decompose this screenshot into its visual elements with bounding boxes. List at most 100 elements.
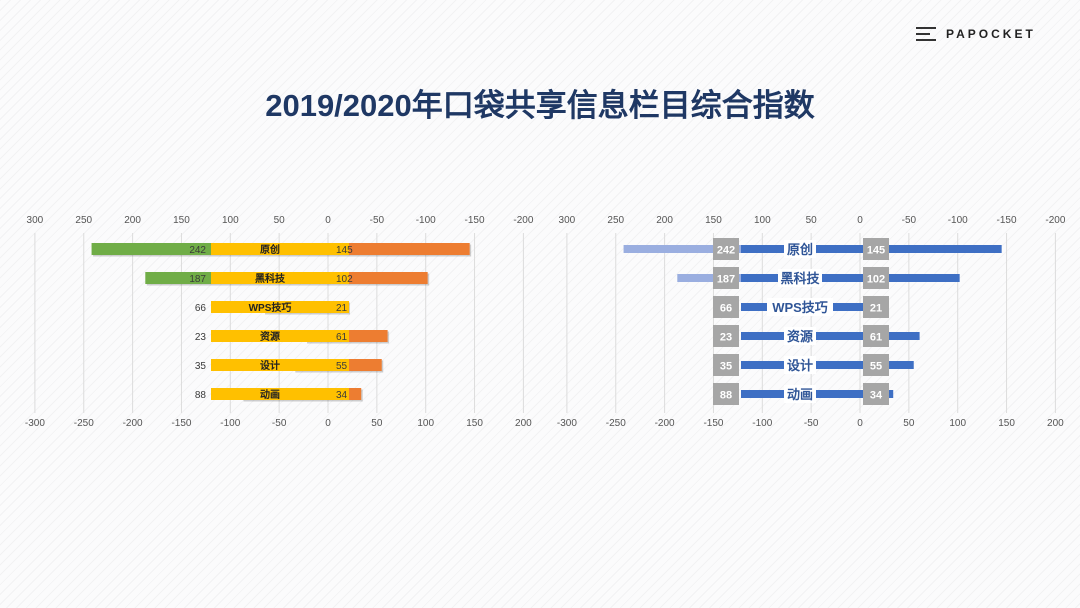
category-label: WPS技巧 [772, 300, 828, 315]
data-label-2019: 23 [195, 332, 207, 343]
bar-2020-黑科技 [860, 274, 960, 282]
top-tick-label: 0 [325, 215, 331, 226]
category-label: 资源 [260, 330, 280, 343]
data-label-2019: 66 [720, 303, 732, 315]
category-backdrop [784, 385, 816, 403]
top-tick-label: 150 [705, 215, 722, 226]
data-label-2019: 187 [189, 274, 206, 285]
bottom-tick-label: -200 [655, 418, 675, 429]
category-backdrop [767, 298, 833, 316]
data-label-2019: 88 [195, 390, 207, 401]
value-box-2020 [863, 383, 889, 405]
category-label: 黑科技 [780, 271, 820, 286]
data-label-2019: 242 [717, 245, 735, 257]
top-tick-label: -150 [465, 215, 485, 226]
bottom-tick-label: -150 [171, 418, 191, 429]
top-tick-label: -100 [948, 215, 968, 226]
value-box-2020 [863, 325, 889, 347]
top-tick-label: -200 [1045, 215, 1065, 226]
bottom-tick-label: -250 [74, 418, 94, 429]
category-label: 动画 [787, 387, 813, 402]
data-label-2020: 21 [336, 303, 348, 314]
bottom-tick-label: -50 [272, 418, 287, 429]
bottom-tick-label: -50 [804, 418, 819, 429]
top-tick-label: 150 [173, 215, 190, 226]
data-label-2020: 34 [870, 390, 883, 402]
top-tick-label: 200 [656, 215, 673, 226]
top-tick-label: -50 [370, 215, 385, 226]
data-label-2020: 145 [336, 245, 353, 256]
value-box-2019 [713, 354, 739, 376]
category-band [211, 330, 349, 342]
data-label-2019: 88 [720, 390, 732, 402]
bottom-tick-label: 150 [998, 418, 1015, 429]
data-label-2020: 145 [867, 245, 885, 257]
value-box-2019 [713, 238, 739, 260]
top-tick-label: 250 [607, 215, 624, 226]
bottom-tick-label: 200 [515, 418, 532, 429]
top-tick-label: -100 [416, 215, 436, 226]
data-label-2020: 55 [336, 361, 348, 372]
bottom-tick-label: 50 [371, 418, 383, 429]
bottom-tick-label: -100 [752, 418, 772, 429]
category-backdrop [784, 240, 816, 258]
top-tick-label: 100 [754, 215, 771, 226]
bottom-tick-label: 150 [466, 418, 483, 429]
bottom-tick-label: -250 [606, 418, 626, 429]
data-label-2020: 21 [870, 303, 882, 315]
category-label: 资源 [787, 329, 813, 344]
value-box-2020 [863, 296, 889, 318]
data-label-2019: 35 [195, 361, 207, 372]
bottom-tick-label: -100 [220, 418, 240, 429]
bar-2020-资源 [860, 332, 920, 340]
category-label: 动画 [260, 388, 280, 401]
top-tick-label: 0 [857, 215, 863, 226]
top-tick-label: 300 [27, 215, 44, 226]
category-label: 黑科技 [255, 272, 286, 285]
category-band [211, 243, 349, 255]
category-label: 设计 [787, 358, 813, 373]
data-label-2019: 35 [720, 361, 732, 373]
bottom-tick-label: -200 [123, 418, 143, 429]
value-box-2019 [713, 383, 739, 405]
category-label: 设计 [260, 359, 280, 372]
data-label-2020: 102 [867, 274, 885, 286]
bar-2020-原创 [860, 245, 1002, 253]
category-backdrop [784, 356, 816, 374]
brand: PAPOCKET [916, 26, 1036, 42]
bar-2020-原创 [328, 243, 470, 255]
top-tick-label: 250 [75, 215, 92, 226]
gridlines-left [34, 233, 524, 413]
page-title: 2019/2020年口袋共享信息栏目综合指数 [265, 88, 815, 123]
category-backdrop [784, 327, 816, 345]
bottom-tick-label: 0 [325, 418, 331, 429]
value-box-2020 [863, 238, 889, 260]
top-tick-label: 200 [124, 215, 141, 226]
data-label-2019: 66 [195, 303, 207, 314]
bottom-tick-label: 200 [1047, 418, 1064, 429]
bottom-tick-label: -300 [25, 418, 45, 429]
data-label-2020: 55 [870, 361, 882, 373]
value-box-2019 [713, 296, 739, 318]
top-tick-label: 50 [274, 215, 286, 226]
data-label-2019: 187 [717, 274, 735, 286]
top-tick-label: 300 [559, 215, 576, 226]
top-tick-label: 50 [806, 215, 818, 226]
top-tick-label: 100 [222, 215, 239, 226]
bottom-tick-label: 50 [903, 418, 915, 429]
top-tick-label: -50 [902, 215, 917, 226]
data-label-2020: 34 [336, 390, 348, 401]
value-box-2020 [863, 267, 889, 289]
menu-icon[interactable] [916, 26, 936, 42]
bar-2020-黑科技 [328, 272, 428, 284]
value-box-2019 [713, 267, 739, 289]
category-label: 原创 [787, 242, 813, 257]
bottom-tick-label: -150 [703, 418, 723, 429]
data-label-2020: 102 [336, 274, 353, 285]
top-tick-label: -200 [513, 215, 533, 226]
category-band [211, 272, 349, 284]
data-label-2019: 242 [189, 245, 206, 256]
value-box-2019 [713, 325, 739, 347]
category-band [211, 301, 349, 313]
